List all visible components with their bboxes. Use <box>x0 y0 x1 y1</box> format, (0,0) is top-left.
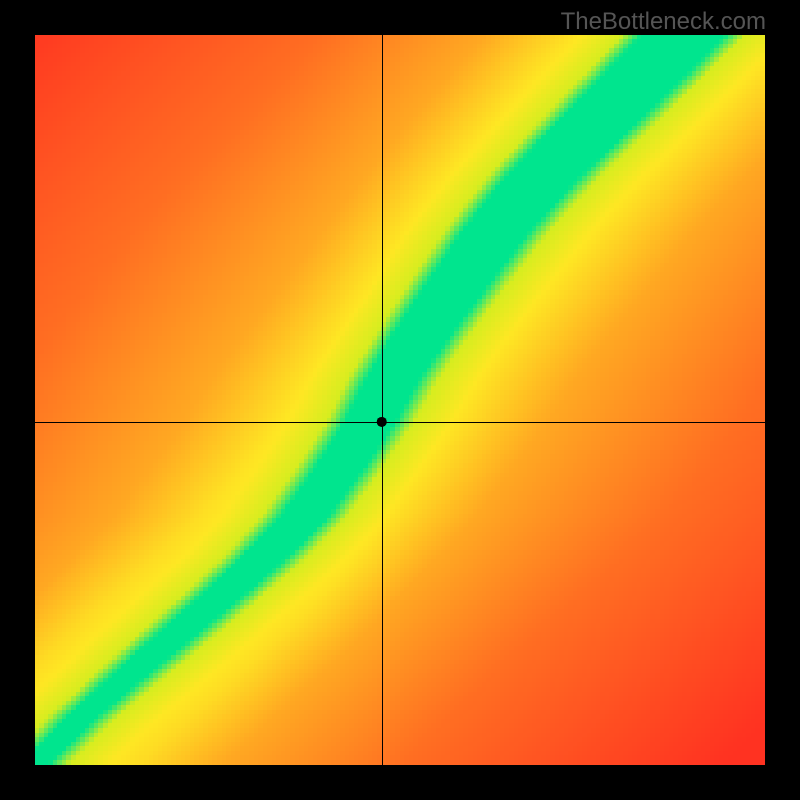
bottleneck-heatmap <box>35 35 765 765</box>
chart-container: TheBottleneck.com <box>0 0 800 800</box>
watermark-text: TheBottleneck.com <box>561 8 766 36</box>
